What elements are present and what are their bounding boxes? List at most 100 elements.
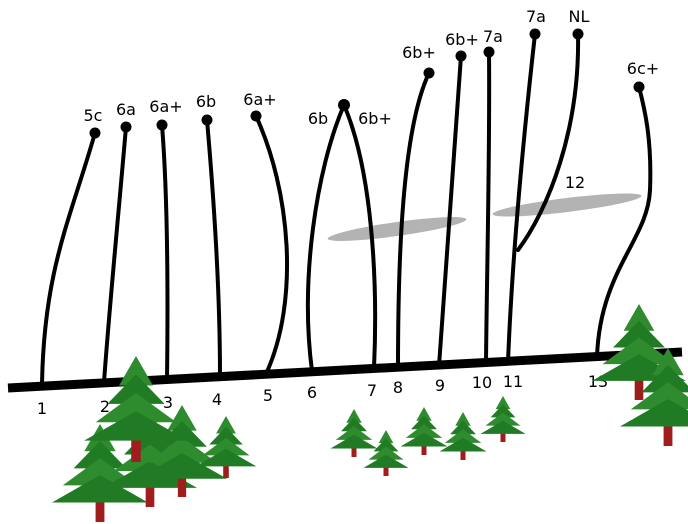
anchor-1: [89, 127, 101, 139]
tree-foliage: [346, 409, 362, 423]
tree-trunk: [663, 424, 673, 446]
grade-label-8: 6b+: [402, 43, 436, 62]
route-line-10: [484, 50, 492, 365]
route-line-12: [516, 32, 581, 252]
grade-label-3: 6a+: [149, 97, 182, 116]
tree-foliage: [95, 392, 177, 423]
tree-trunk: [460, 449, 466, 460]
tree-foliage: [335, 426, 373, 440]
anchor-6-7: [338, 99, 350, 111]
anchor-8: [423, 67, 435, 79]
tree-foliage: [490, 404, 516, 418]
tree-foliage: [147, 437, 217, 463]
grade-label-13: 6c+: [627, 59, 659, 78]
tree-foliage: [363, 454, 409, 468]
pine-tree-icon: [363, 430, 409, 476]
grade-label-1: 5c: [84, 106, 103, 125]
anchor-2: [120, 121, 132, 133]
grade-label-5: 6a+: [243, 90, 276, 109]
anchor-9: [455, 50, 467, 62]
tree-foliage: [623, 304, 655, 331]
route-line-1: [40, 131, 97, 386]
trees: [51, 304, 688, 522]
tree-trunk: [131, 438, 141, 462]
pine-tree-icon: [330, 409, 378, 457]
tree-foliage: [455, 412, 471, 426]
tree-foliage: [619, 399, 688, 427]
tree-foliage: [167, 405, 197, 431]
route-number-11: 11: [503, 372, 523, 391]
tree-foliage: [368, 446, 404, 460]
tree-foliage: [444, 429, 482, 443]
tree-trunk: [177, 476, 187, 497]
anchor-13: [633, 81, 645, 93]
tree-trunk: [223, 464, 229, 478]
route-number-9: 9: [435, 376, 445, 395]
tree-foliage: [450, 420, 476, 435]
anchor-3: [156, 119, 168, 131]
anchor-4: [201, 114, 213, 126]
anchor-12: [572, 28, 584, 40]
ledge-left: [327, 217, 467, 241]
grade-label-11: 7a: [526, 7, 546, 26]
route-line-11: [506, 32, 537, 364]
tree-foliage: [330, 434, 378, 449]
tree-foliage: [51, 475, 149, 503]
anchor-11: [529, 28, 541, 40]
tree-trunk: [634, 378, 644, 400]
route-number-8: 8: [393, 378, 403, 397]
route-line-9: [437, 54, 463, 368]
route-number-3: 3: [163, 393, 173, 412]
pine-tree-icon: [84, 356, 188, 462]
grade-label-12: NL: [569, 7, 590, 26]
tree-foliage: [216, 416, 236, 434]
tree-foliage: [405, 424, 443, 438]
route-line-3: [160, 123, 170, 381]
tree-foliage: [202, 437, 250, 456]
tree-foliage: [62, 458, 138, 486]
tree-foliage: [652, 348, 684, 376]
tree-trunk: [351, 446, 357, 457]
tree-foliage: [195, 448, 257, 467]
tree-foliage: [400, 432, 448, 447]
route-number-1: 1: [37, 399, 47, 418]
tree-foliage: [373, 438, 399, 452]
tree-trunk: [95, 500, 105, 522]
route-number-5: 5: [263, 386, 273, 405]
grade-label-7: 6b+: [358, 109, 392, 128]
tree-foliage: [136, 453, 228, 479]
tree-foliage: [341, 417, 367, 432]
tree-foliage: [641, 365, 688, 393]
route-line-8: [396, 71, 431, 370]
route-number-2: 2: [100, 397, 110, 416]
ledge-right: [492, 193, 642, 217]
tree-foliage: [378, 430, 394, 444]
tree-foliage: [416, 407, 432, 421]
anchor-10: [483, 46, 495, 58]
pine-tree-icon: [400, 407, 448, 455]
tree-foliage: [602, 337, 676, 365]
ground-line: [7, 347, 683, 393]
tree-trunk: [500, 431, 506, 442]
route-line-13: [595, 85, 653, 359]
route-line-2: [102, 125, 128, 384]
grade-label-10: 7a: [483, 27, 503, 46]
grade-label-4: 6b: [196, 92, 216, 111]
tree-foliage: [84, 411, 188, 441]
route-line-4: [205, 118, 222, 378]
pine-tree-icon: [619, 348, 688, 446]
tree-foliage: [107, 374, 165, 404]
tree-foliage: [439, 437, 487, 452]
pine-tree-icon: [480, 396, 526, 442]
tree-trunk: [383, 465, 389, 476]
tree-foliage: [209, 426, 243, 445]
tree-foliage: [73, 441, 127, 469]
tree-foliage: [480, 420, 526, 434]
grade-label-6: 6b: [308, 109, 328, 128]
grade-label-9: 6b+: [445, 30, 479, 49]
tree-trunk: [421, 444, 427, 455]
tree-foliage: [495, 396, 511, 410]
grade-label-2: 6a: [116, 100, 136, 119]
route-line-5: [254, 114, 290, 376]
